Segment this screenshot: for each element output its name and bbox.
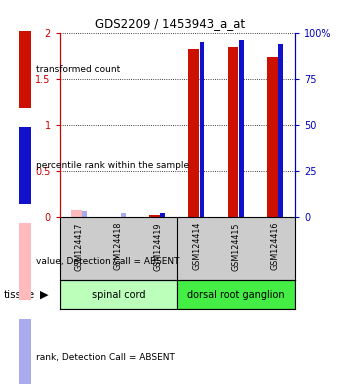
Text: spinal cord: spinal cord [92, 290, 145, 300]
Bar [200, 42, 204, 217]
Bar [161, 213, 165, 217]
Text: tissue: tissue [3, 290, 34, 300]
Bar [177, 280, 295, 309]
Text: GSM124419: GSM124419 [153, 222, 162, 271]
Text: GDS2209 / 1453943_a_at: GDS2209 / 1453943_a_at [95, 17, 246, 30]
Bar [239, 40, 243, 217]
Bar [149, 215, 160, 217]
Text: ▶: ▶ [40, 290, 48, 300]
Text: GSM124415: GSM124415 [232, 222, 241, 271]
Text: transformed count: transformed count [36, 65, 120, 74]
Text: GSM124416: GSM124416 [271, 222, 280, 270]
Bar [188, 49, 199, 217]
Bar [71, 210, 81, 217]
Bar [267, 56, 278, 217]
Text: value, Detection Call = ABSENT: value, Detection Call = ABSENT [36, 257, 179, 266]
Bar [121, 213, 126, 217]
Text: GSM124414: GSM124414 [192, 222, 202, 270]
Text: GSM124417: GSM124417 [75, 222, 84, 271]
Text: dorsal root ganglion: dorsal root ganglion [187, 290, 285, 300]
Text: GSM124418: GSM124418 [114, 222, 123, 270]
Text: percentile rank within the sample: percentile rank within the sample [36, 161, 189, 170]
Bar [82, 212, 87, 217]
Bar [227, 47, 238, 217]
Text: rank, Detection Call = ABSENT: rank, Detection Call = ABSENT [36, 353, 175, 362]
Bar [278, 44, 283, 217]
Bar [60, 280, 177, 309]
